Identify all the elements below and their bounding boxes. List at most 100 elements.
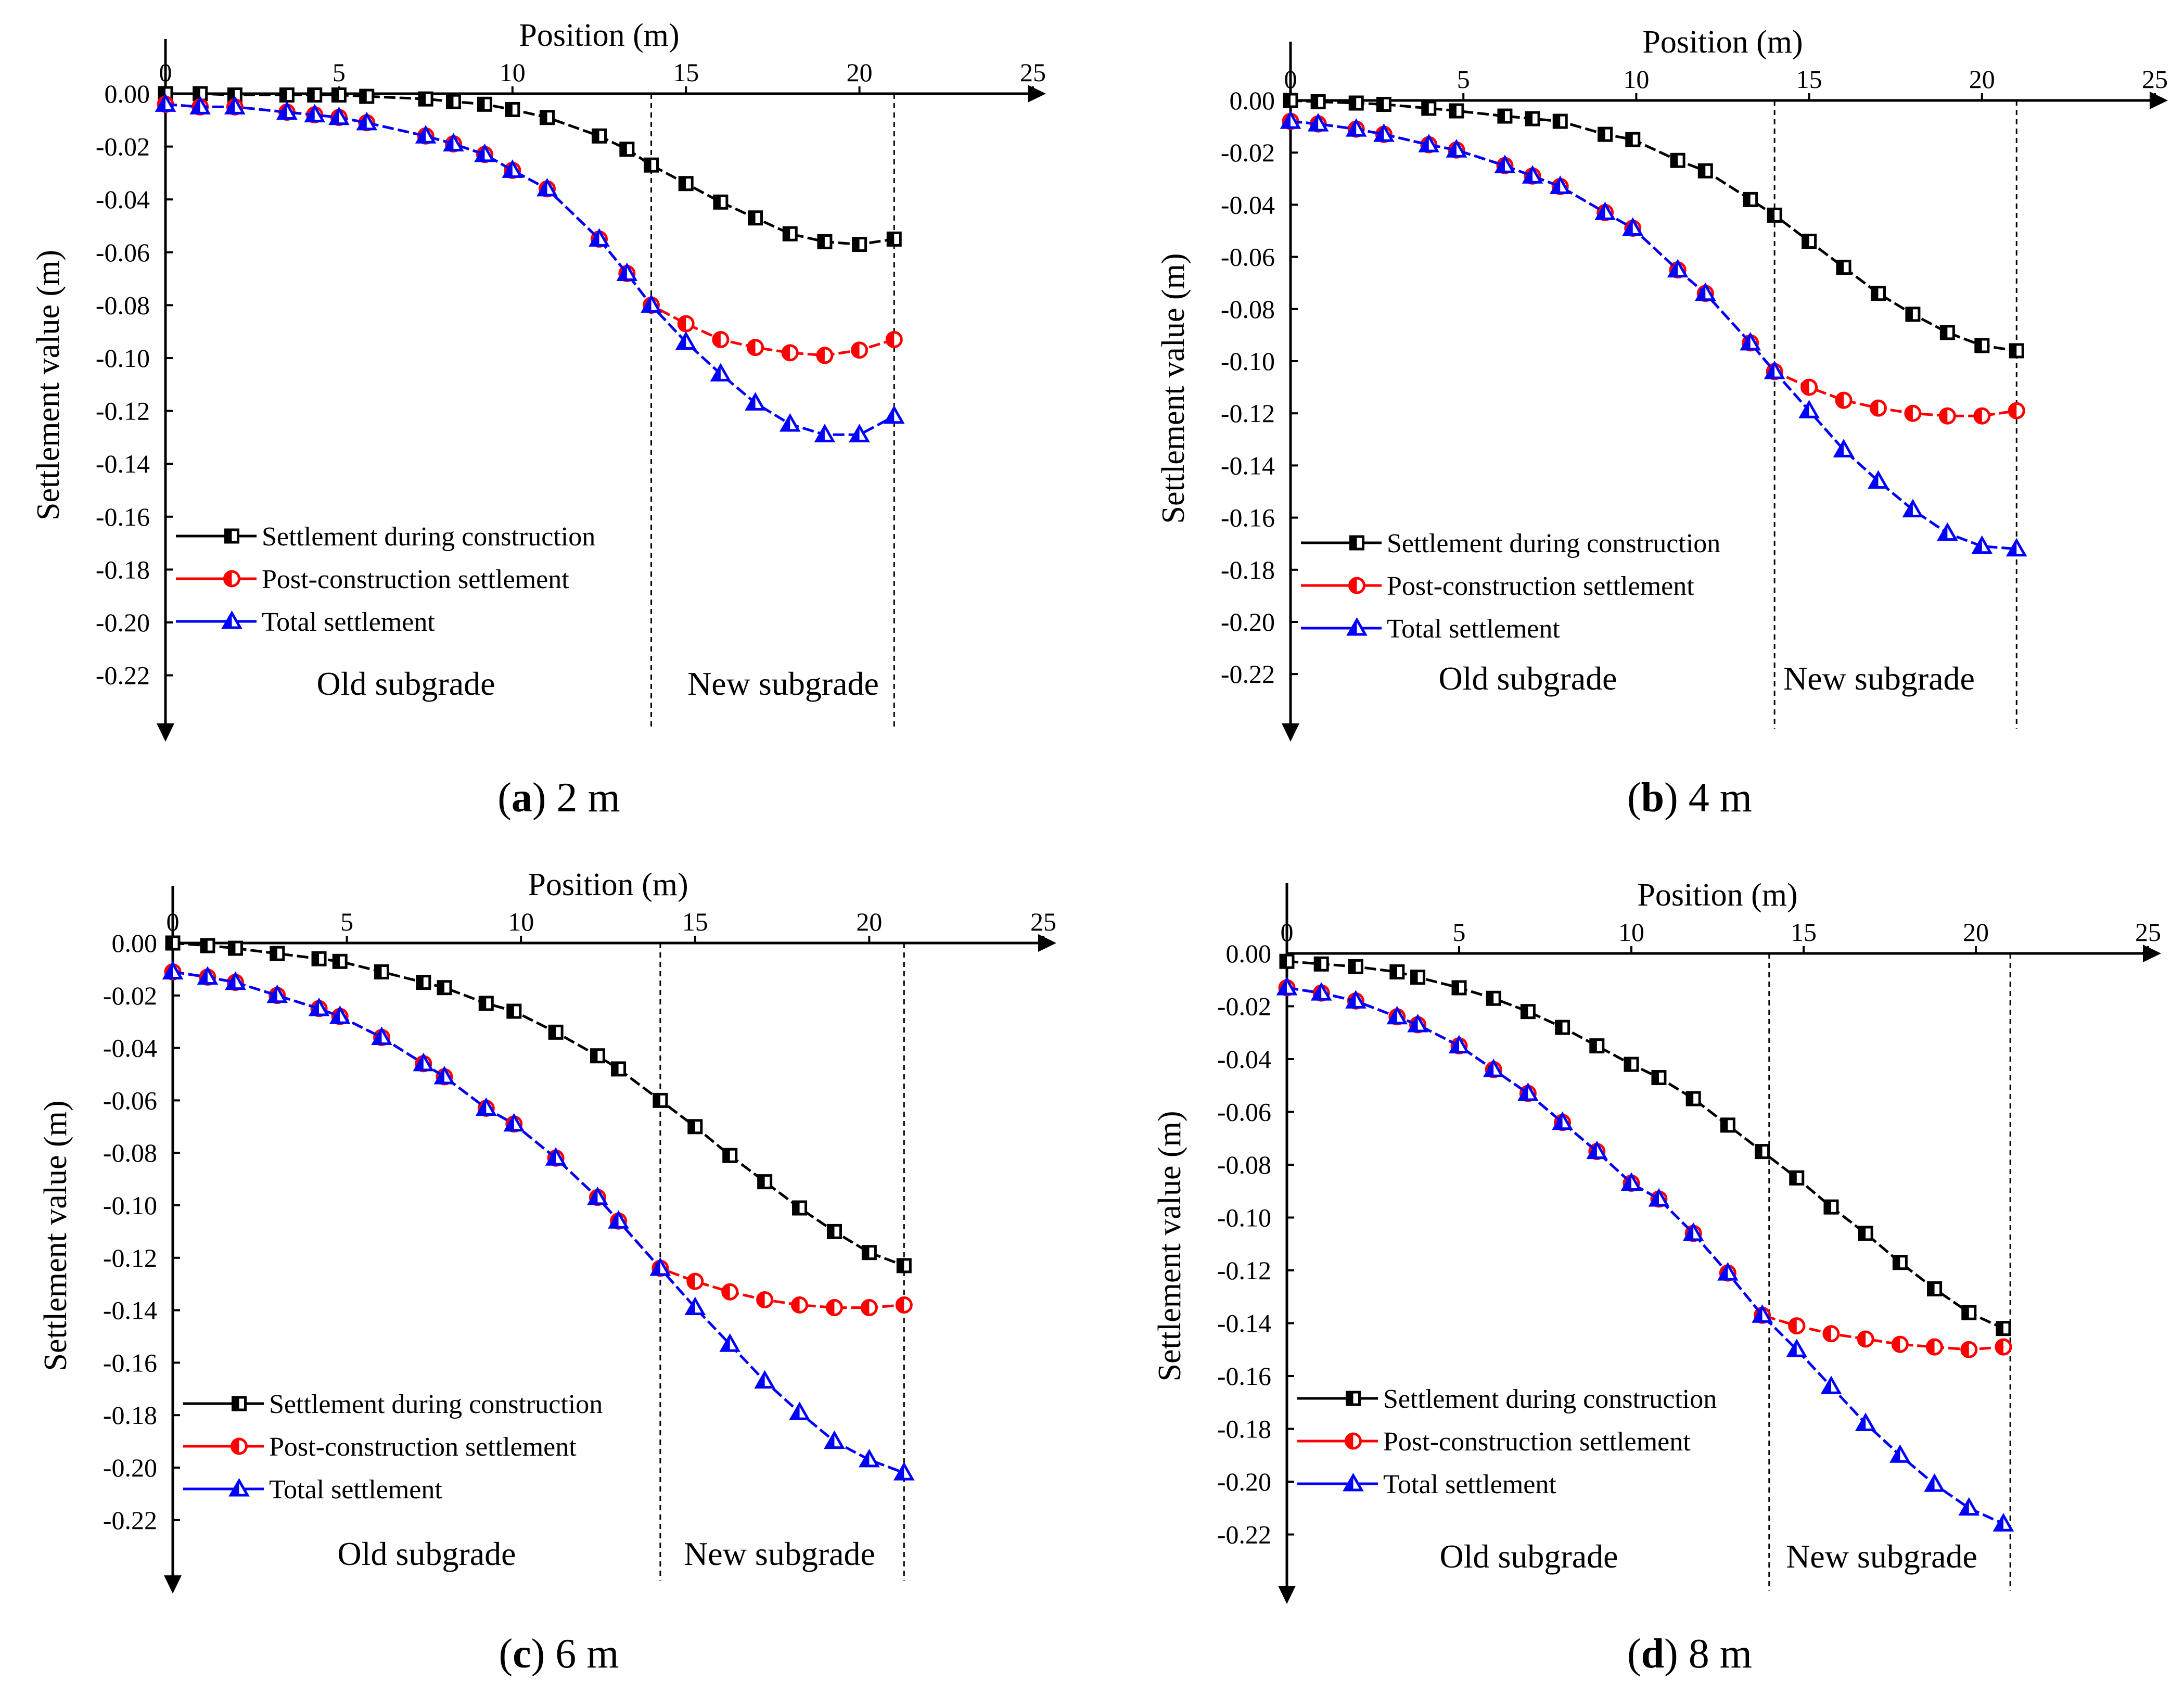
panel-c-total-point-half (721, 1336, 730, 1351)
panel-d-during-point-half (1453, 981, 1459, 994)
panel-a-during-point-half (333, 88, 339, 101)
panel-d-x-axis-title: Position (m) (1637, 877, 1797, 913)
panel-d-during-point-half (1859, 1227, 1866, 1240)
panel-c-total-point-half (373, 1029, 382, 1044)
caption-a: (a) 2 m (497, 775, 620, 821)
panel-a-total-point-half (712, 365, 721, 380)
panel-a-y-tick-label: -0.04 (96, 185, 150, 214)
panel-a-y-axis-arrow (157, 723, 174, 742)
panel-a-x-tick-label: 0 (159, 58, 172, 87)
panel-c-x-tick-label: 25 (1030, 907, 1056, 936)
panel-c-old-subgrade-label: Old subgrade (337, 1535, 516, 1572)
panel-c-y-tick-label: -0.08 (103, 1138, 157, 1167)
panel-b-during-point-half (1554, 115, 1561, 128)
panel-d-post-point-half (1961, 1342, 1969, 1357)
panel-b-during-point-half (1312, 95, 1319, 108)
panel-c-x-tick-label: 10 (508, 907, 534, 936)
panel-c-series-post-points (164, 963, 913, 1317)
panel-b-legend-marker-post-half (1349, 578, 1357, 593)
panel-a-total-point-half (539, 180, 547, 195)
panel-c-new-subgrade-label: New subgrade (684, 1535, 875, 1572)
panel-d-total-point-half (1623, 1175, 1631, 1190)
panel-b-total-point-half (1310, 116, 1319, 131)
panel-a-total-point-half (747, 394, 756, 410)
panel-b-y-axis-arrow (1282, 723, 1299, 742)
panel-b-chart: 0 5 10 15 20 25 Position (m) 0.00 -0.02 -0.04 -0.0… (1156, 24, 2168, 742)
panel-a-series-during-points (158, 86, 902, 252)
panel-a-new-subgrade-label: New subgrade (687, 665, 879, 702)
panel-c-during-point-half (591, 1049, 598, 1062)
panel-c-during-point-half (898, 1259, 904, 1272)
panel-c-post-point-half (862, 1300, 870, 1315)
panel-b-during-point-half (1626, 133, 1633, 146)
panel-a-during-point-half (680, 177, 686, 190)
panel-c-during-point-half (271, 947, 277, 960)
panel-a-during-point-half (541, 111, 547, 124)
panel-a-x-tick-label: 20 (847, 58, 873, 87)
panel-a-x-tick-label: 25 (1020, 58, 1046, 87)
panel-d-y-tick-label: -0.02 (1217, 992, 1271, 1021)
panel-c-during-point-half (758, 1175, 765, 1188)
panel-b-legend-marker-during-half (1350, 537, 1357, 549)
panel-a-during-point-half (645, 159, 652, 172)
panel-b-x-axis-arrow (2150, 92, 2168, 109)
panel-d-post-point-half (1823, 1326, 1831, 1341)
panel-d-chart: 0 5 10 15 20 25 Position (m) 0.00 -0.02 -0.04 -0.0… (1152, 877, 2161, 1604)
panel-d-post-point-half (1927, 1340, 1935, 1355)
panel-d-during-point-half (1315, 958, 1322, 971)
panel-c-y-tick-label: -0.02 (103, 981, 157, 1010)
panel-d-total-point-half (1485, 1061, 1494, 1076)
panel-d-total-point-half (1279, 979, 1287, 994)
panel-b-during-point-half (1284, 94, 1291, 107)
panel-b-legend-marker-total-half (1348, 620, 1357, 634)
panel-d-during-point-half (1487, 992, 1494, 1005)
panel-c-during-point-half (654, 1094, 660, 1107)
panel-c-total-point-half (610, 1213, 619, 1228)
panel-b-during-point-half (1768, 209, 1775, 222)
panel-b-y-tick-label: -0.14 (1221, 451, 1275, 480)
panel-b-total-point-half (1597, 204, 1605, 219)
panel-b-series-during-points (1283, 93, 2024, 359)
panel-c-during-point-half (723, 1149, 730, 1162)
panel-c-post-point-half (897, 1297, 904, 1313)
panel-a-total-point-half (445, 135, 454, 150)
panel-b-during-point-half (1450, 105, 1457, 118)
panel-b-total-point-half (1448, 142, 1457, 157)
panel-d-legend-label-total: Total settlement (1383, 1470, 1556, 1499)
panel-b-total-point-half (1697, 285, 1706, 300)
caption-c: (c) 6 m (499, 1631, 619, 1677)
panel-c-total-point-half (589, 1189, 598, 1204)
panel-a-post-point-half (679, 316, 686, 331)
panel-a-post-point-half (817, 348, 825, 363)
panel-d-during-point-half (1928, 1282, 1935, 1295)
panel-c-post-point-half (687, 1274, 695, 1289)
panel-c-y-tick-label: -0.20 (103, 1453, 157, 1482)
panel-d-during-point-half (1556, 1021, 1563, 1034)
panel-b-total-point-half (1766, 363, 1775, 378)
panel-c-during-point-half (612, 1062, 619, 1075)
panel-b-during-point-half (2010, 344, 2017, 357)
panel-b-during-point-half (1941, 326, 1948, 339)
panel-b-x-tick-label: 10 (1623, 65, 1649, 94)
panel-c-chart: 0 5 10 15 20 25 Position (m) 0.00 -0.02 -0.04 -0.0… (38, 867, 1056, 1594)
panel-d-during-point-half (1824, 1201, 1831, 1214)
panel-d-y-tick-label: -0.18 (1217, 1415, 1271, 1444)
panel-c-during-point-half (334, 955, 340, 968)
panel-c-y-tick-label: -0.04 (103, 1034, 157, 1063)
panel-d-during-point-half (1522, 1005, 1528, 1018)
panel-b-y-tick-label: -0.04 (1221, 190, 1275, 219)
caption-d: (d) 8 m (1627, 1631, 1752, 1677)
panel-b-y-tick-label: -0.16 (1221, 503, 1275, 532)
panel-b-total-point-half (1420, 136, 1429, 151)
panel-a-y-tick-label: -0.18 (96, 555, 150, 584)
panel-b-y-tick-label: 0.00 (1230, 86, 1275, 115)
panel-b-post-point-half (1974, 409, 1982, 424)
panel-c-y-tick-label: -0.10 (103, 1191, 157, 1220)
panel-d-series-post-line (1286, 986, 2004, 1351)
panel-b-during-point-half (1671, 154, 1678, 167)
panel-c-x-axis-title: Position (m) (528, 867, 688, 902)
panel-b-y-tick-label: -0.10 (1221, 347, 1275, 376)
panel-a-total-point-half (330, 109, 339, 124)
panel-a-y-tick-label: -0.02 (96, 132, 150, 161)
panel-d-total-point-half (1313, 985, 1322, 1000)
